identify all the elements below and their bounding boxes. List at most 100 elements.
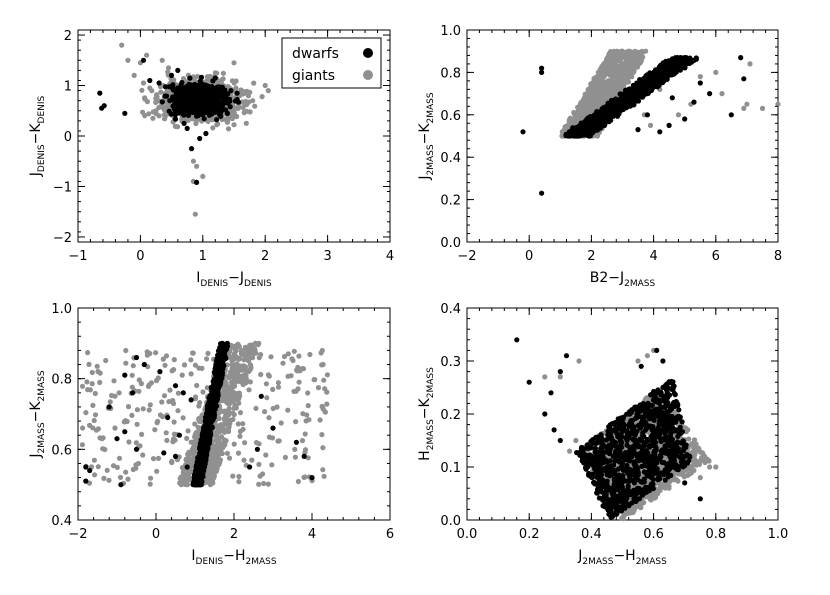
data-point — [292, 454, 298, 460]
data-point — [234, 105, 240, 111]
x-tick-label: −1 — [68, 249, 87, 264]
data-point — [197, 400, 203, 406]
x-tick-label: 8 — [774, 249, 782, 264]
data-point — [110, 463, 117, 469]
data-point — [175, 67, 181, 73]
y-axis-label: J2MASS−K2MASS — [417, 92, 436, 181]
data-point — [215, 106, 221, 112]
data-point — [285, 351, 291, 357]
data-point — [238, 373, 244, 380]
data-point — [97, 370, 103, 376]
data-point — [197, 418, 203, 424]
data-point — [140, 57, 147, 63]
data-point — [119, 42, 125, 48]
data-point — [666, 122, 672, 128]
data-point — [147, 402, 153, 408]
data-point — [153, 108, 159, 114]
data-point — [270, 386, 276, 392]
data-point — [175, 408, 181, 414]
data-point — [219, 95, 225, 101]
data-point — [139, 87, 145, 93]
data-point — [719, 91, 725, 97]
data-point — [171, 419, 177, 425]
data-point — [280, 360, 286, 366]
data-point — [140, 406, 146, 412]
data-point — [125, 476, 131, 482]
data-point — [175, 85, 181, 91]
data-point — [97, 379, 103, 386]
x-tick-label: 0 — [136, 249, 144, 264]
data-point — [227, 396, 233, 402]
data-point — [180, 116, 186, 122]
data-point — [192, 432, 198, 438]
data-point — [171, 357, 177, 363]
data-point — [231, 412, 237, 418]
data-point — [302, 431, 308, 437]
data-point — [275, 380, 281, 386]
data-point — [84, 379, 90, 385]
data-point — [240, 89, 246, 95]
data-point — [215, 121, 221, 127]
data-point — [172, 116, 179, 122]
data-point — [227, 418, 233, 424]
data-point — [234, 96, 240, 103]
x-tick-label: 6 — [712, 249, 720, 264]
data-point — [747, 61, 753, 67]
data-point — [180, 415, 186, 421]
data-point — [218, 102, 224, 108]
data-point — [169, 72, 175, 78]
data-point — [644, 112, 651, 118]
data-point — [142, 113, 148, 119]
y-tick-label: 2 — [64, 29, 72, 44]
data-point — [161, 393, 168, 399]
data-point — [101, 475, 107, 481]
data-point — [295, 364, 301, 370]
data-point — [611, 58, 617, 64]
x-tick-label: 2 — [587, 249, 595, 264]
data-point — [599, 99, 605, 106]
data-point — [263, 452, 269, 458]
data-point — [235, 450, 242, 456]
data-point — [236, 479, 242, 485]
data-point — [202, 109, 208, 115]
data-point — [629, 89, 636, 95]
data-point — [613, 110, 619, 116]
x-axis-label: B2−J2MASS — [590, 270, 656, 289]
data-point — [226, 455, 233, 461]
data-point — [215, 441, 221, 447]
data-point — [179, 372, 185, 378]
data-point — [179, 102, 185, 108]
data-point — [100, 446, 106, 452]
data-point — [167, 387, 173, 393]
data-point — [234, 90, 240, 96]
data-point — [91, 457, 97, 463]
data-point — [164, 437, 170, 443]
data-point — [596, 95, 602, 102]
data-point — [693, 56, 699, 62]
data-point — [134, 421, 140, 427]
data-point — [205, 350, 211, 356]
data-point — [215, 95, 221, 102]
data-point — [184, 125, 190, 131]
data-point — [181, 120, 187, 126]
data-point — [268, 354, 274, 360]
data-point — [656, 64, 663, 70]
data-point — [152, 427, 158, 433]
data-point — [116, 390, 122, 396]
x-tick-label: 0 — [525, 249, 533, 264]
data-point — [295, 478, 301, 485]
data-point — [635, 127, 641, 133]
data-point — [216, 415, 222, 422]
data-point — [215, 429, 221, 435]
data-point — [265, 372, 271, 378]
data-point — [193, 101, 199, 107]
data-point — [112, 393, 118, 399]
data-point — [129, 384, 135, 390]
data-point — [126, 439, 132, 445]
data-point — [187, 83, 193, 90]
data-point — [231, 441, 237, 447]
data-point — [759, 105, 766, 111]
data-point — [278, 420, 284, 426]
data-point — [199, 96, 205, 102]
